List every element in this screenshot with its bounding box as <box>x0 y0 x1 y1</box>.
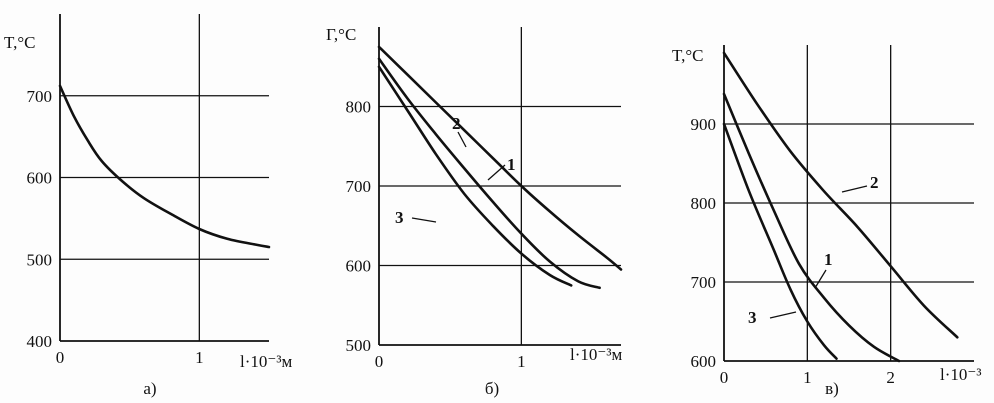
series-line-1 <box>377 57 601 290</box>
y-tick-label: 600 <box>691 352 717 371</box>
panel-c: 600 700 800 900 0 1 2 T,°C l·10⁻³ в) 1 2 3 <box>672 45 981 398</box>
series-label: 1 <box>824 250 833 269</box>
x-tick-label: 0 <box>720 368 729 387</box>
series-line-2 <box>722 51 959 339</box>
x-tick-label: 2 <box>886 368 895 387</box>
series-line-1 <box>722 92 901 363</box>
x-tick-label: 1 <box>803 368 812 387</box>
leader-line <box>487 164 506 181</box>
series-label: 2 <box>452 114 461 133</box>
y-axis-title: T,°C <box>672 46 704 65</box>
x-axis-title: l·10⁻³м <box>570 345 622 364</box>
y-tick-label: 500 <box>346 336 372 355</box>
y-tick-label: 700 <box>346 177 372 196</box>
x-axis-title: l·10⁻³м <box>240 352 292 371</box>
y-tick-label: 700 <box>691 273 717 292</box>
x-tick-label: 1 <box>195 348 204 367</box>
series-label: 3 <box>748 308 757 327</box>
series-label: 2 <box>870 173 879 192</box>
leader-line <box>841 185 868 193</box>
series-line-2 <box>377 45 623 271</box>
x-tick-label: 0 <box>375 352 384 371</box>
series-line-3 <box>722 122 838 360</box>
leader-line <box>457 131 467 148</box>
y-axis-title: Г,°С <box>326 25 356 44</box>
y-axis-title: T,°C <box>4 33 36 52</box>
y-tick-label: 800 <box>691 194 717 213</box>
y-tick-label: 600 <box>346 257 372 276</box>
panel-label: а) <box>143 379 156 398</box>
y-tick-label: 400 <box>27 332 53 351</box>
y-tick-label: 700 <box>27 87 53 106</box>
y-tick-label: 800 <box>346 98 372 117</box>
leader-line <box>769 311 797 319</box>
y-tick-label: 500 <box>27 250 53 269</box>
panel-label: б) <box>485 379 499 398</box>
series-line-3 <box>377 65 573 287</box>
panel-b: 500 600 700 800 0 1 Г,°С l·10⁻³м б) 1 2 3 <box>326 25 622 398</box>
series-label: 3 <box>395 208 404 227</box>
series-label: 1 <box>507 155 516 174</box>
leader-line <box>411 217 437 223</box>
panel-label: в) <box>825 379 839 398</box>
y-tick-label: 600 <box>27 169 53 188</box>
series-line-1 <box>58 84 271 249</box>
x-axis-title: l·10⁻³ <box>940 365 981 384</box>
panel-a: 400 500 600 700 0 1 T,°C l·10⁻³м а) <box>4 14 292 398</box>
x-tick-label: 1 <box>517 352 526 371</box>
leader-line <box>814 269 827 289</box>
y-tick-label: 900 <box>691 115 717 134</box>
x-tick-label: 0 <box>56 348 65 367</box>
